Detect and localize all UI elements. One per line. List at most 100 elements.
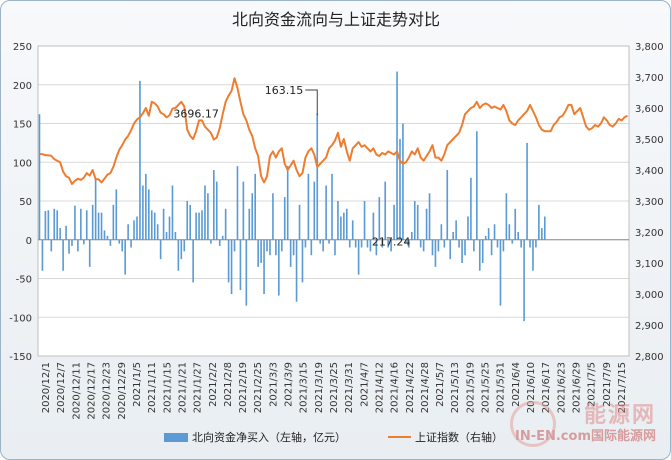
data-label: 163.15 [265,84,304,97]
bar [301,239,304,283]
bar [343,212,345,240]
watermark-logo: 能源网 IN-EN.com国际能源网 [510,397,660,449]
bar [230,239,233,294]
left-axis-tick-label: 250 [13,42,32,53]
bar [286,166,289,240]
x-axis-tick-label: 2021/6/10 [526,362,537,413]
bar [449,239,452,260]
legend-label-bar: 北向资金净买入（左轴，亿元） [192,430,346,444]
left-axis-tick-label: 100 [13,158,32,169]
bar [298,204,301,240]
right-axis-tick-label: 3,300 [635,197,664,208]
bar [260,239,262,263]
bar [313,181,316,240]
bar [215,181,218,240]
bar [127,224,129,240]
bar [47,210,50,240]
bar [145,173,147,240]
bar [91,204,94,240]
bar [53,208,56,240]
x-axis-tick-label: 2021/5/31 [496,362,507,413]
bar [437,239,440,252]
right-axis-tick-label: 3,400 [635,166,664,177]
bar [77,239,79,252]
bar [378,197,381,240]
bar [434,239,437,267]
x-axis-tick-label: 2021/3/25 [329,362,340,413]
bar [183,239,186,252]
x-axis-tick-label: 2021/3/31 [344,362,355,413]
x-axis-tick-label: 2021/5/7 [435,362,446,407]
bar [88,239,91,267]
bar [455,220,457,240]
data-label: 217.24 [372,235,411,248]
bar [419,239,422,248]
bar [254,173,257,240]
bar [428,193,431,240]
bar [168,216,171,240]
bar [213,170,215,240]
bar [85,210,88,240]
right-axis-tick-label: 3,800 [635,42,664,53]
right-axis-tick-label: 3,500 [635,135,664,146]
bar [242,181,245,240]
bar [408,239,410,248]
bar [162,208,165,240]
legend-label-line: 上证指数（右轴） [415,430,503,444]
bar [360,239,363,248]
bar [82,239,85,245]
bar [59,228,61,240]
x-axis-tick-label: 2020/12/29 [117,362,128,420]
bar [289,239,292,267]
bar [38,114,41,240]
bar [354,239,357,248]
line-series [39,77,628,185]
bar [381,239,384,248]
bar [245,239,248,306]
x-axis-tick-label: 2020/12/1 [41,362,52,413]
right-axis-tick-label: 2,800 [635,352,664,363]
bar [80,208,82,240]
bar [416,204,419,240]
bar [523,239,525,322]
x-axis-tick-label: 2021/1/21 [177,362,188,413]
x-axis-tick-label: 2020/12/11 [71,362,82,420]
bar [121,239,124,252]
bar [142,185,144,240]
bar [431,239,434,256]
bar [363,201,366,240]
bar [159,239,162,260]
bar [351,220,354,240]
x-axis-tick-label: 2021/3/15 [299,362,310,413]
x-axis-tick-label: 2021/5/19 [465,362,476,413]
bar [44,211,47,240]
x-axis-tick-label: 2021/5/25 [481,362,492,413]
bar [207,193,209,240]
bar [508,224,511,240]
left-axis-tick-label: 150 [13,120,32,131]
bar [65,225,67,240]
bar [56,210,59,240]
bar [502,239,505,252]
bar [307,173,310,240]
data-label: 3696.17 [173,107,219,120]
bar [171,185,174,240]
bar [425,208,428,240]
bar [201,210,203,240]
bar [115,189,118,240]
bar [280,239,283,252]
bar [520,239,522,248]
x-axis-tick-label: 2021/7/15 [617,362,628,413]
bar [543,216,546,240]
left-axis-tick-label: 0 [26,236,32,247]
bar [499,239,502,306]
bar [106,235,109,240]
bar [340,216,342,240]
bar [153,212,156,240]
bar [68,239,70,254]
bar [124,239,126,275]
x-axis-tick-label: 2021/6/4 [511,362,522,407]
bar [136,216,138,240]
bar [440,224,443,240]
bar [331,173,333,240]
